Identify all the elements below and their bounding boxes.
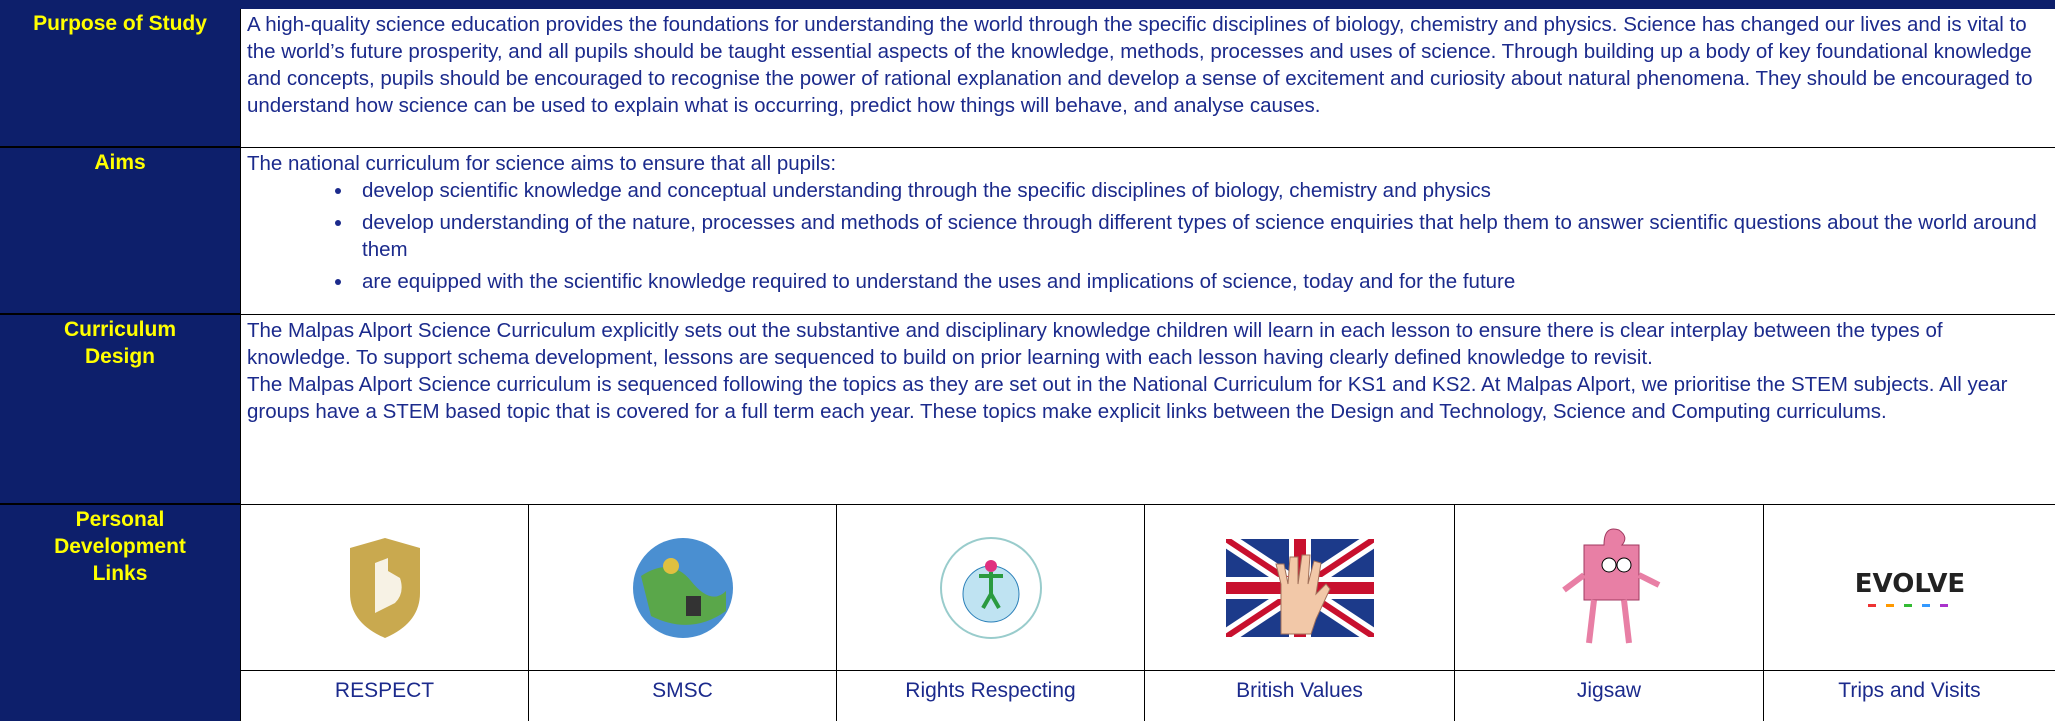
caption: Rights Respecting xyxy=(836,671,1144,721)
icon-cell xyxy=(1144,505,1454,671)
caption: Jigsaw xyxy=(1454,671,1763,721)
caption: RESPECT xyxy=(240,671,528,721)
caption: British Values xyxy=(1144,671,1454,721)
icon-cell xyxy=(240,505,528,671)
row-content: The national curriculum for science aims… xyxy=(240,148,2055,315)
bullet: are equipped with the scientific knowled… xyxy=(354,268,2049,295)
caption: SMSC xyxy=(528,671,836,721)
jigsaw-logo xyxy=(1562,528,1661,644)
logo-dots xyxy=(1867,603,1948,607)
row-content: A high-quality science education provide… xyxy=(240,9,2055,148)
caption: Trips and Visits xyxy=(1763,671,2055,721)
icon-cell xyxy=(1454,505,1763,671)
label-text: Personal Development Links xyxy=(54,508,186,585)
row-content: The Malpas Alport Science Curriculum exp… xyxy=(240,315,2055,505)
top-strip xyxy=(0,0,2055,9)
row-label: Personal Development Links xyxy=(0,505,240,721)
rights-logo xyxy=(939,536,1042,639)
row-label: Aims xyxy=(0,148,240,315)
label-text: Curriculum Design xyxy=(63,318,176,368)
bullet: develop scientific knowledge and concept… xyxy=(354,177,2049,204)
bullet-list: develop scientific knowledge and concept… xyxy=(247,177,2049,295)
icon-cell: EVOLVE xyxy=(1763,505,2055,671)
paragraph: The Malpas Alport Science curriculum is … xyxy=(247,373,2008,423)
icon-cell xyxy=(528,505,836,671)
smsc-logo xyxy=(632,537,733,638)
logo-text: EVOLVE xyxy=(1854,569,1964,599)
paragraph: The national curriculum for science aims… xyxy=(247,152,837,175)
icon-cell xyxy=(836,505,1144,671)
paragraph: A high-quality science education provide… xyxy=(247,13,2033,117)
british-values-logo xyxy=(1225,538,1374,637)
bullet: develop understanding of the nature, pro… xyxy=(354,209,2049,263)
row-label: Curriculum Design xyxy=(0,315,240,505)
paragraph: The Malpas Alport Science Curriculum exp… xyxy=(247,319,1943,369)
row-label: Purpose of Study xyxy=(0,9,240,148)
evolve-logo: EVOLVE xyxy=(1854,569,1965,607)
respect-logo xyxy=(349,537,420,638)
